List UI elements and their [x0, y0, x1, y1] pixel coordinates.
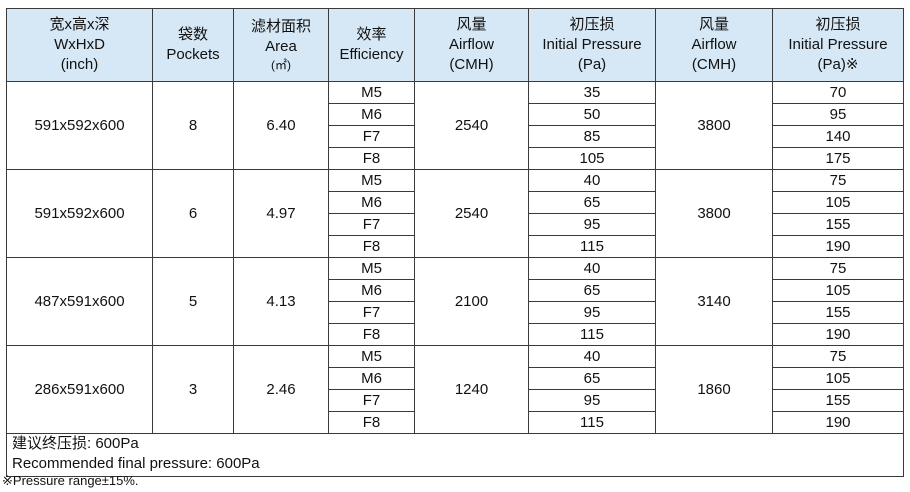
cell-airflow-2: 3800 — [655, 169, 773, 258]
table-row: 487x591x600 5 4.13 M5 2100 40 3140 75 — [6, 257, 904, 346]
cell-size: 591x592x600 — [6, 169, 153, 258]
cell-pressure-2: 175 — [772, 147, 904, 170]
header-area: 滤材面积 Area (㎡) — [233, 8, 329, 82]
header-efficiency: 效率 Efficiency — [328, 8, 415, 82]
cell-efficiency: F8 — [328, 235, 415, 258]
cell-efficiency: F7 — [328, 301, 415, 324]
cell-efficiency: M6 — [328, 367, 415, 390]
table-row: F7 85 140 — [7, 125, 904, 148]
cell-efficiency: F8 — [328, 147, 415, 170]
table-row: 591x592x600 6 4.97 M5 2540 40 3800 75 — [6, 169, 904, 258]
cell-pressure-1: 85 — [528, 125, 656, 148]
cell-pressure-1: 35 — [528, 81, 656, 104]
pressure-range-footnote: ※Pressure range±15%. — [2, 473, 139, 488]
cell-pockets: 6 — [152, 169, 234, 258]
cell-pressure-2: 155 — [772, 301, 904, 324]
header-pockets: 袋数 Pockets — [152, 8, 234, 82]
cell-airflow-1: 2540 — [414, 169, 529, 258]
cell-pressure-2: 95 — [772, 103, 904, 126]
cell-efficiency: M6 — [328, 103, 415, 126]
table-row: F8 115 190 — [7, 235, 904, 258]
cell-pressure-1: 65 — [528, 279, 656, 302]
cell-area: 4.13 — [233, 257, 329, 346]
table-row: 286x591x600 3 2.46 M5 1240 40 1860 75 — [6, 345, 904, 434]
cell-size: 591x592x600 — [6, 81, 153, 170]
cell-pressure-2: 75 — [772, 257, 904, 280]
cell-pockets: 8 — [152, 81, 234, 170]
cell-pressure-2: 155 — [772, 213, 904, 236]
recommended-final-pressure: 建议终压损: 600Pa Recommended final pressure: … — [6, 433, 904, 477]
header-row: 宽x高x深 WxHxD (inch) 袋数 Pockets 滤材面积 Area (㎡) 效… — [6, 8, 904, 82]
header-airflow-2: 风量 Airflow (CMH) — [655, 8, 773, 82]
cell-pressure-2: 155 — [772, 389, 904, 412]
cell-pressure-1: 115 — [528, 411, 656, 434]
cell-area: 6.40 — [233, 81, 329, 170]
cell-pressure-1: 65 — [528, 367, 656, 390]
header-pressure-1: 初压损 Initial Pressure (Pa) — [528, 8, 656, 82]
cell-efficiency: M6 — [328, 191, 415, 214]
header-airflow-1: 风量 Airflow (CMH) — [414, 8, 529, 82]
table-row: F7 95 155 — [7, 213, 904, 236]
cell-pressure-2: 75 — [772, 169, 904, 192]
cell-efficiency: M5 — [328, 169, 415, 192]
cell-pressure-1: 95 — [528, 389, 656, 412]
cell-pressure-1: 50 — [528, 103, 656, 126]
cell-airflow-2: 3800 — [655, 81, 773, 170]
header-size: 宽x高x深 WxHxD (inch) — [6, 8, 153, 82]
cell-efficiency: M6 — [328, 279, 415, 302]
cell-pressure-2: 190 — [772, 235, 904, 258]
header-pressure-2: 初压损 Initial Pressure (Pa)※ — [772, 8, 904, 82]
cell-efficiency: F7 — [328, 125, 415, 148]
cell-pressure-1: 115 — [528, 235, 656, 258]
cell-airflow-1: 2540 — [414, 81, 529, 170]
cell-size: 286x591x600 — [6, 345, 153, 434]
cell-pressure-1: 95 — [528, 213, 656, 236]
cell-area: 2.46 — [233, 345, 329, 434]
cell-pressure-1: 105 — [528, 147, 656, 170]
cell-efficiency: F8 — [328, 323, 415, 346]
cell-pressure-1: 115 — [528, 323, 656, 346]
cell-pressure-2: 190 — [772, 411, 904, 434]
cell-pockets: 5 — [152, 257, 234, 346]
cell-pressure-2: 105 — [772, 367, 904, 390]
cell-efficiency: M5 — [328, 345, 415, 368]
cell-pockets: 3 — [152, 345, 234, 434]
cell-pressure-1: 40 — [528, 169, 656, 192]
cell-pressure-2: 105 — [772, 191, 904, 214]
filter-spec-table: 宽x高x深 WxHxD (inch) 袋数 Pockets 滤材面积 Area (㎡) 效… — [6, 8, 904, 477]
cell-efficiency: M5 — [328, 81, 415, 104]
cell-size: 487x591x600 — [6, 257, 153, 346]
cell-pressure-1: 40 — [528, 257, 656, 280]
footer-row: 建议终压损: 600Pa Recommended final pressure: … — [6, 433, 904, 477]
cell-airflow-2: 3140 — [655, 257, 773, 346]
cell-pressure-1: 95 — [528, 301, 656, 324]
table-row: F8 115 190 — [7, 323, 904, 346]
cell-efficiency: F7 — [328, 213, 415, 236]
cell-efficiency: M5 — [328, 257, 415, 280]
cell-efficiency: F7 — [328, 389, 415, 412]
table-row: M6 65 105 — [7, 191, 904, 214]
cell-pressure-2: 190 — [772, 323, 904, 346]
cell-pressure-2: 75 — [772, 345, 904, 368]
table-row: F8 115 190 — [7, 411, 904, 434]
cell-pressure-1: 40 — [528, 345, 656, 368]
cell-airflow-2: 1860 — [655, 345, 773, 434]
table-row: 591x592x600 8 6.40 M5 2540 35 3800 70 — [6, 81, 904, 170]
cell-pressure-2: 70 — [772, 81, 904, 104]
cell-airflow-1: 1240 — [414, 345, 529, 434]
cell-pressure-2: 140 — [772, 125, 904, 148]
cell-area: 4.97 — [233, 169, 329, 258]
cell-efficiency: F8 — [328, 411, 415, 434]
table-row: M6 65 105 — [7, 279, 904, 302]
cell-airflow-1: 2100 — [414, 257, 529, 346]
cell-pressure-1: 65 — [528, 191, 656, 214]
cell-pressure-2: 105 — [772, 279, 904, 302]
